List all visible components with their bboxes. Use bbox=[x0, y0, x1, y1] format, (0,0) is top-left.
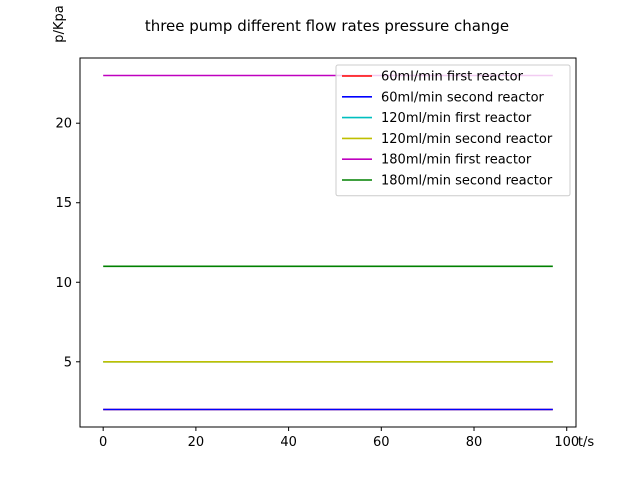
x-tick-label: 0 bbox=[99, 435, 107, 450]
y-tick-label: 15 bbox=[55, 196, 72, 211]
x-axis-label: t/s bbox=[578, 435, 594, 450]
y-tick-label: 10 bbox=[55, 276, 72, 291]
x-tick-label: 100 bbox=[554, 435, 579, 450]
legend-label-4: 180ml/min first reactor bbox=[381, 153, 532, 168]
plot-frame bbox=[79, 57, 577, 428]
x-tick-label: 40 bbox=[280, 435, 297, 450]
y-tick-label: 5 bbox=[64, 355, 72, 370]
legend-label-2: 120ml/min first reactor bbox=[381, 111, 532, 126]
legend-box bbox=[335, 64, 571, 197]
legend-label-5: 180ml/min second reactor bbox=[381, 174, 553, 189]
y-axis-label: p/Kpa bbox=[52, 5, 67, 42]
legend-label-0: 60ml/min first reactor bbox=[381, 70, 524, 85]
legend: 60ml/min first reactor 60ml/min second re… bbox=[335, 64, 571, 197]
x-tick-label: 20 bbox=[188, 435, 205, 450]
x-tick-label: 60 bbox=[373, 435, 390, 450]
y-tick-label: 20 bbox=[55, 117, 72, 132]
legend-label-3: 120ml/min second reactor bbox=[381, 132, 553, 147]
series-layer bbox=[103, 74, 553, 411]
x-tick-label: 80 bbox=[466, 435, 483, 450]
y-ticks: 5 10 15 20 bbox=[55, 117, 80, 370]
chart-title: three pump different flow rates pressure… bbox=[145, 17, 509, 35]
x-ticks: 0 20 40 60 80 100 bbox=[99, 427, 579, 450]
legend-label-1: 60ml/min second reactor bbox=[381, 90, 545, 105]
